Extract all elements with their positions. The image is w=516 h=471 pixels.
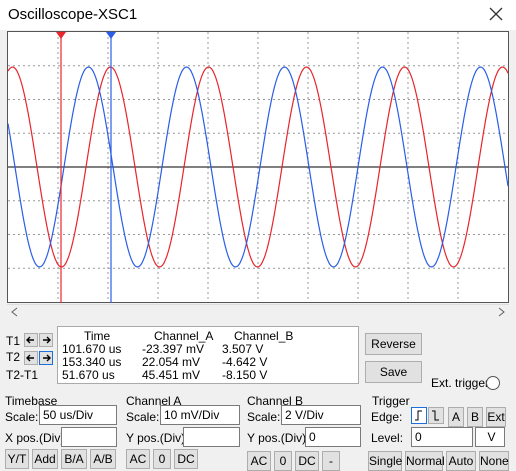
cursor-value: 22.054 mV	[142, 355, 201, 369]
pos-label: X pos.(Div):	[5, 431, 68, 445]
pos-label: Y pos.(Div):	[126, 431, 189, 445]
mode-button[interactable]: Y/T	[5, 449, 29, 469]
coupling-button[interactable]: DC	[295, 451, 319, 471]
edge-label: Edge:	[371, 410, 403, 424]
mode-button[interactable]: B/A	[61, 449, 87, 469]
trace	[7, 66, 509, 268]
edge-buttons[interactable]	[411, 407, 445, 425]
cursor-value: -8.150 V	[222, 368, 268, 382]
cursor-arrows[interactable]	[24, 333, 54, 367]
coupling-button[interactable]: -	[322, 451, 340, 471]
cursor-value: -23.397 mV	[142, 342, 205, 356]
pos-label: Y pos.(Div):	[247, 431, 310, 445]
pos-input[interactable]	[183, 427, 240, 447]
cursor-value: 153.340 us	[62, 355, 122, 369]
cursor-table	[57, 326, 359, 384]
trigger-mode-button[interactable]: Auto	[446, 451, 476, 471]
group-title: Channel A	[126, 394, 182, 408]
scroll-right[interactable]	[495, 306, 507, 318]
pos-input[interactable]	[61, 427, 117, 447]
save-button[interactable]: Save	[365, 361, 422, 383]
cursor-value: 51.670 us	[62, 368, 115, 382]
level-label: Level:	[371, 431, 404, 445]
scale-label: Scale:	[126, 410, 160, 424]
scale-input[interactable]: 10 mV/Div	[160, 405, 240, 425]
mode-button[interactable]: A/B	[90, 449, 116, 469]
scale-label: Scale:	[247, 410, 281, 424]
coupling-button[interactable]: AC	[126, 449, 150, 469]
scroll-left[interactable]	[9, 306, 21, 318]
mode-button[interactable]: Add	[32, 449, 58, 469]
cursor-label: T1	[6, 334, 21, 348]
coupling-button[interactable]: 0	[274, 451, 292, 471]
group-title: Channel B	[247, 394, 304, 408]
scrollbar[interactable]	[7, 304, 509, 321]
coupling-button[interactable]: DC	[174, 449, 198, 469]
cursor-label: T2-T1	[6, 368, 39, 382]
coupling-button[interactable]: AC	[247, 451, 271, 471]
cursor-t2-handle	[106, 32, 116, 39]
pos-input[interactable]: 0	[305, 427, 361, 447]
cursor-value: 45.451 mV	[142, 368, 201, 382]
source-button[interactable]: A	[448, 407, 464, 427]
trigger-mode-button[interactable]: Normal	[405, 451, 445, 471]
title-bar	[0, 0, 516, 30]
level-unit[interactable]: V	[475, 427, 505, 447]
trigger-mode-button[interactable]: None	[479, 451, 509, 471]
scale-input[interactable]: 50 us/Div	[39, 405, 117, 425]
cursor-value: -4.642 V	[222, 355, 268, 369]
group-title: Trigger	[372, 394, 410, 408]
scope-display	[7, 31, 509, 303]
cursor-t1-handle	[56, 32, 66, 39]
column-header: Channel_A	[154, 329, 214, 343]
close-button[interactable]	[488, 6, 504, 22]
group-title: Timebase	[5, 394, 58, 408]
cursor-value: 101.670 us	[62, 342, 122, 356]
ext-trigger-label: Ext. trigger	[431, 376, 490, 390]
trace	[7, 66, 509, 268]
source-button[interactable]: B	[467, 407, 483, 427]
trigger-mode-button[interactable]: Single	[368, 451, 402, 471]
scale-label: Scale:	[5, 410, 39, 424]
cursor-label: T2	[6, 350, 21, 364]
column-header: Channel_B	[234, 329, 294, 343]
coupling-button[interactable]: 0	[153, 449, 171, 469]
level-input[interactable]: 0	[411, 427, 473, 447]
reverse-button[interactable]: Reverse	[365, 333, 422, 355]
column-header: Time	[84, 329, 111, 343]
cursor-value: 3.507 V	[222, 342, 264, 356]
ext-trigger-radio[interactable]	[486, 376, 500, 390]
source-button[interactable]: Ext	[486, 407, 506, 427]
window-title: Oscilloscope-XSC1	[8, 6, 138, 23]
scale-input[interactable]: 2 V/Div	[281, 405, 361, 425]
